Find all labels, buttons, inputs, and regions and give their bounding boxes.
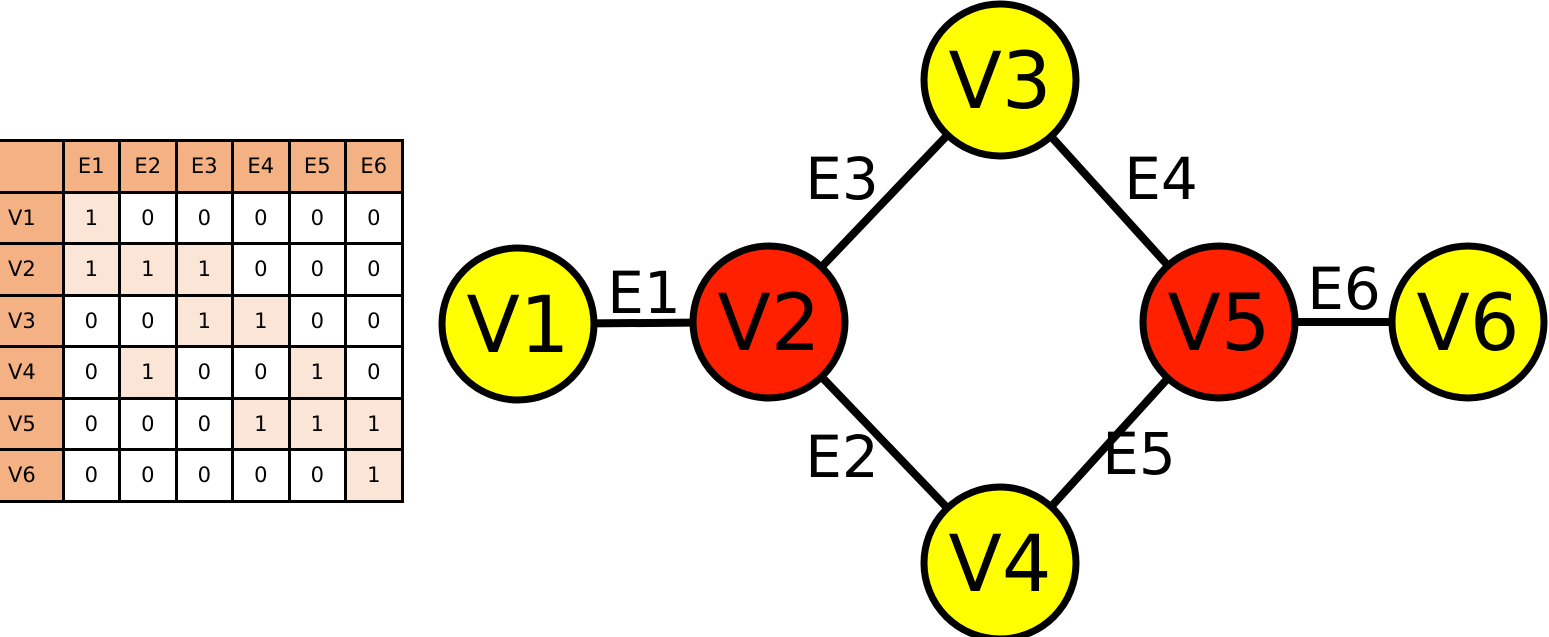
matrix-cell: 0 (231, 242, 291, 297)
matrix-corner-cell (0, 139, 65, 194)
node-circle (1139, 242, 1299, 402)
matrix-cell: 0 (344, 345, 404, 400)
matrix-cell: 0 (287, 448, 347, 503)
matrix-cell: 0 (287, 242, 347, 297)
matrix-cell: 0 (344, 293, 404, 348)
matrix-cell: 0 (174, 345, 234, 400)
node-v4: V4 (920, 483, 1080, 637)
incidence-matrix-body: E1 E2 E3 E4 E5 E6 V1 1 0 0 0 0 0 V2 1 1 1 0 0 0 V3 0 0 1 1 0 0 V4 0 1… (0, 139, 404, 503)
matrix-cell: 0 (174, 396, 234, 451)
matrix-cell: 0 (287, 293, 347, 348)
matrix-cell: 1 (174, 242, 234, 297)
matrix-cell: 0 (231, 190, 291, 245)
matrix-row: V1 1 0 0 0 0 0 (0, 190, 404, 245)
edge-label-e6: E6 (1307, 255, 1381, 323)
node-circle (438, 244, 598, 404)
matrix-row-header: V4 (0, 345, 65, 400)
node-circle (689, 242, 849, 402)
matrix-cell: 0 (118, 293, 178, 348)
edge-label-e3: E3 (805, 145, 879, 213)
matrix-row: V3 0 0 1 1 0 0 (0, 293, 404, 348)
matrix-header-row: E1 E2 E3 E4 E5 E6 (0, 139, 404, 194)
matrix-cell: 1 (118, 345, 178, 400)
matrix-cell: 0 (231, 345, 291, 400)
matrix-cell: 0 (61, 345, 121, 400)
matrix-column-header: E6 (344, 139, 404, 194)
matrix-row-header: V2 (0, 242, 65, 297)
matrix-column-header: E4 (231, 139, 291, 194)
matrix-cell: 0 (118, 190, 178, 245)
node-circle (920, 0, 1080, 160)
node-label: V2 (718, 279, 821, 369)
node-v2: V2 (689, 242, 849, 402)
matrix-cell: 1 (61, 242, 121, 297)
node-label: V5 (1168, 279, 1271, 369)
matrix-cell: 0 (174, 190, 234, 245)
matrix-column-header: E5 (287, 139, 347, 194)
matrix-cell: 0 (118, 448, 178, 503)
matrix-cell: 0 (231, 448, 291, 503)
matrix-cell: 0 (61, 396, 121, 451)
matrix-cell: 0 (61, 293, 121, 348)
node-circle (920, 483, 1080, 637)
node-label: V1 (467, 281, 570, 371)
matrix-cell: 1 (174, 293, 234, 348)
matrix-column-header: E3 (174, 139, 234, 194)
matrix-row-header: V3 (0, 293, 65, 348)
matrix-cell: 1 (231, 293, 291, 348)
matrix-row: V2 1 1 1 0 0 0 (0, 242, 404, 297)
node-label: V3 (949, 37, 1052, 127)
matrix-cell: 0 (287, 190, 347, 245)
matrix-cell: 1 (118, 242, 178, 297)
node-label: V4 (949, 520, 1052, 610)
matrix-cell: 0 (61, 448, 121, 503)
matrix-cell: 0 (344, 190, 404, 245)
matrix-cell: 0 (118, 396, 178, 451)
node-v5: V5 (1139, 242, 1299, 402)
matrix-row-header: V6 (0, 448, 65, 503)
matrix-cell: 0 (174, 448, 234, 503)
matrix-row: V5 0 0 0 1 1 1 (0, 396, 404, 451)
matrix-cell: 1 (231, 396, 291, 451)
node-label: V6 (1417, 279, 1520, 369)
edge-label-e4: E4 (1124, 145, 1198, 213)
node-v6: V6 (1388, 242, 1548, 402)
matrix-row: V4 0 1 0 0 1 0 (0, 345, 404, 400)
edge-label-e1: E1 (607, 259, 681, 327)
matrix-row: V6 0 0 0 0 0 1 (0, 448, 404, 503)
matrix-column-header: E2 (118, 139, 178, 194)
matrix-cell: 1 (61, 190, 121, 245)
matrix-cell: 1 (287, 345, 347, 400)
node-circle (1388, 242, 1548, 402)
matrix-cell: 1 (287, 396, 347, 451)
matrix-row-header: V1 (0, 190, 65, 245)
edge-label-e2: E2 (805, 423, 879, 491)
edge-labels-layer: E1 E2 E3 E4 E5 E6 (607, 145, 1381, 491)
node-v3: V3 (920, 0, 1080, 160)
matrix-cell: 1 (344, 396, 404, 451)
node-v1: V1 (438, 244, 598, 404)
edge-label-e5: E5 (1102, 420, 1176, 488)
matrix-row-header: V5 (0, 396, 65, 451)
matrix-column-header: E1 (61, 139, 121, 194)
matrix-cell: 0 (344, 242, 404, 297)
matrix-cell: 1 (344, 448, 404, 503)
incidence-matrix: E1 E2 E3 E4 E5 E6 V1 1 0 0 0 0 0 V2 1 1 1 0 0 0 V3 0 0 1 1 0 0 V4 0 1… (0, 139, 404, 503)
nodes-layer: V1 V2 V3 V4 V5 V6 (438, 0, 1548, 637)
